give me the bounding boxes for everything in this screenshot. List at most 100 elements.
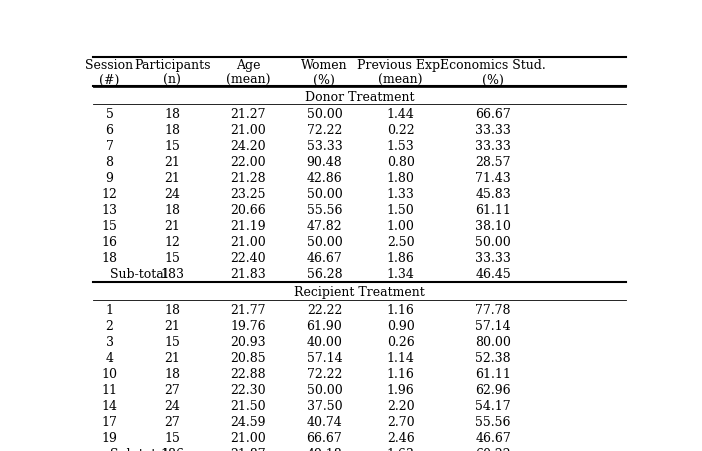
Text: 2.70: 2.70 — [387, 415, 414, 428]
Text: 61.11: 61.11 — [475, 203, 511, 216]
Text: 13: 13 — [102, 203, 117, 216]
Text: 50.00: 50.00 — [307, 188, 343, 201]
Text: 57.14: 57.14 — [475, 319, 511, 332]
Text: 16: 16 — [102, 235, 117, 249]
Text: 71.43: 71.43 — [475, 172, 511, 184]
Text: 49.18: 49.18 — [307, 446, 343, 451]
Text: 40.74: 40.74 — [307, 415, 343, 428]
Text: 19: 19 — [102, 431, 117, 444]
Text: 5: 5 — [105, 108, 114, 121]
Text: 27: 27 — [164, 415, 180, 428]
Text: 1.14: 1.14 — [387, 351, 414, 364]
Text: 42.86: 42.86 — [307, 172, 343, 184]
Text: 27: 27 — [164, 383, 180, 396]
Text: 9: 9 — [105, 172, 114, 184]
Text: 56.28: 56.28 — [307, 267, 342, 281]
Text: 21.00: 21.00 — [230, 124, 266, 137]
Text: 12: 12 — [164, 235, 180, 249]
Text: 17: 17 — [102, 415, 117, 428]
Text: 0.90: 0.90 — [387, 319, 414, 332]
Text: 72.22: 72.22 — [307, 124, 342, 137]
Text: Participants
(n): Participants (n) — [134, 59, 211, 87]
Text: 18: 18 — [164, 124, 180, 137]
Text: 1.16: 1.16 — [387, 303, 414, 316]
Text: 50.00: 50.00 — [307, 383, 343, 396]
Text: 1.34: 1.34 — [387, 267, 414, 281]
Text: 61.11: 61.11 — [475, 367, 511, 380]
Text: Recipient Treatment: Recipient Treatment — [294, 285, 425, 299]
Text: 52.38: 52.38 — [475, 351, 511, 364]
Text: 21.19: 21.19 — [230, 220, 266, 233]
Text: 183: 183 — [160, 267, 184, 281]
Text: 55.56: 55.56 — [475, 415, 511, 428]
Text: 24.20: 24.20 — [230, 140, 266, 152]
Text: 22.40: 22.40 — [230, 252, 266, 264]
Text: 10: 10 — [102, 367, 117, 380]
Text: 0.80: 0.80 — [387, 156, 414, 169]
Text: 0.26: 0.26 — [387, 335, 414, 348]
Text: Previous Exp.
(mean): Previous Exp. (mean) — [357, 59, 444, 87]
Text: 12: 12 — [102, 188, 117, 201]
Text: 21: 21 — [164, 172, 180, 184]
Text: 2: 2 — [105, 319, 114, 332]
Text: Age
(mean): Age (mean) — [226, 59, 270, 87]
Text: 20.85: 20.85 — [230, 351, 266, 364]
Text: 24: 24 — [164, 188, 180, 201]
Text: 18: 18 — [164, 303, 180, 316]
Text: 21.83: 21.83 — [230, 267, 266, 281]
Text: 15: 15 — [102, 220, 117, 233]
Text: 50.00: 50.00 — [307, 108, 343, 121]
Text: 8: 8 — [105, 156, 114, 169]
Text: 50.00: 50.00 — [475, 235, 511, 249]
Text: 40.00: 40.00 — [307, 335, 343, 348]
Text: 1.63: 1.63 — [387, 446, 414, 451]
Text: 1.33: 1.33 — [387, 188, 414, 201]
Text: Women
(%): Women (%) — [301, 59, 347, 87]
Text: 53.33: 53.33 — [307, 140, 343, 152]
Text: Donor Treatment: Donor Treatment — [305, 90, 414, 103]
Text: 20.93: 20.93 — [230, 335, 266, 348]
Text: 1.44: 1.44 — [387, 108, 414, 121]
Text: 2.20: 2.20 — [387, 399, 414, 412]
Text: 1.80: 1.80 — [387, 172, 414, 184]
Text: 1.53: 1.53 — [387, 140, 414, 152]
Text: 15: 15 — [164, 335, 180, 348]
Text: 55.56: 55.56 — [307, 203, 342, 216]
Text: 18: 18 — [164, 367, 180, 380]
Text: 18: 18 — [102, 252, 117, 264]
Text: 72.22: 72.22 — [307, 367, 342, 380]
Text: 22.00: 22.00 — [230, 156, 266, 169]
Text: 1.50: 1.50 — [387, 203, 414, 216]
Text: 80.00: 80.00 — [475, 335, 511, 348]
Text: 33.33: 33.33 — [475, 124, 511, 137]
Text: 1: 1 — [105, 303, 114, 316]
Text: 11: 11 — [102, 383, 117, 396]
Text: 15: 15 — [164, 252, 180, 264]
Text: 15: 15 — [164, 431, 180, 444]
Text: 37.50: 37.50 — [307, 399, 342, 412]
Text: 24: 24 — [164, 399, 180, 412]
Text: 38.10: 38.10 — [475, 220, 511, 233]
Text: 1.00: 1.00 — [387, 220, 414, 233]
Text: Economics Stud.
(%): Economics Stud. (%) — [440, 59, 546, 87]
Text: 2.50: 2.50 — [387, 235, 414, 249]
Text: 20.66: 20.66 — [230, 203, 266, 216]
Text: 1.86: 1.86 — [387, 252, 414, 264]
Text: 33.33: 33.33 — [475, 140, 511, 152]
Text: 186: 186 — [160, 446, 184, 451]
Text: 21.28: 21.28 — [230, 172, 266, 184]
Text: 0.22: 0.22 — [387, 124, 414, 137]
Text: 23.25: 23.25 — [230, 188, 266, 201]
Text: 46.67: 46.67 — [307, 252, 343, 264]
Text: 7: 7 — [105, 140, 114, 152]
Text: 77.78: 77.78 — [475, 303, 511, 316]
Text: 21: 21 — [164, 351, 180, 364]
Text: 4: 4 — [105, 351, 114, 364]
Text: 21: 21 — [164, 156, 180, 169]
Text: 66.67: 66.67 — [307, 431, 343, 444]
Text: Sub-total: Sub-total — [110, 446, 167, 451]
Text: Session
(#): Session (#) — [86, 59, 133, 87]
Text: 21.00: 21.00 — [230, 235, 266, 249]
Text: 62.96: 62.96 — [475, 383, 511, 396]
Text: 21.27: 21.27 — [230, 108, 266, 121]
